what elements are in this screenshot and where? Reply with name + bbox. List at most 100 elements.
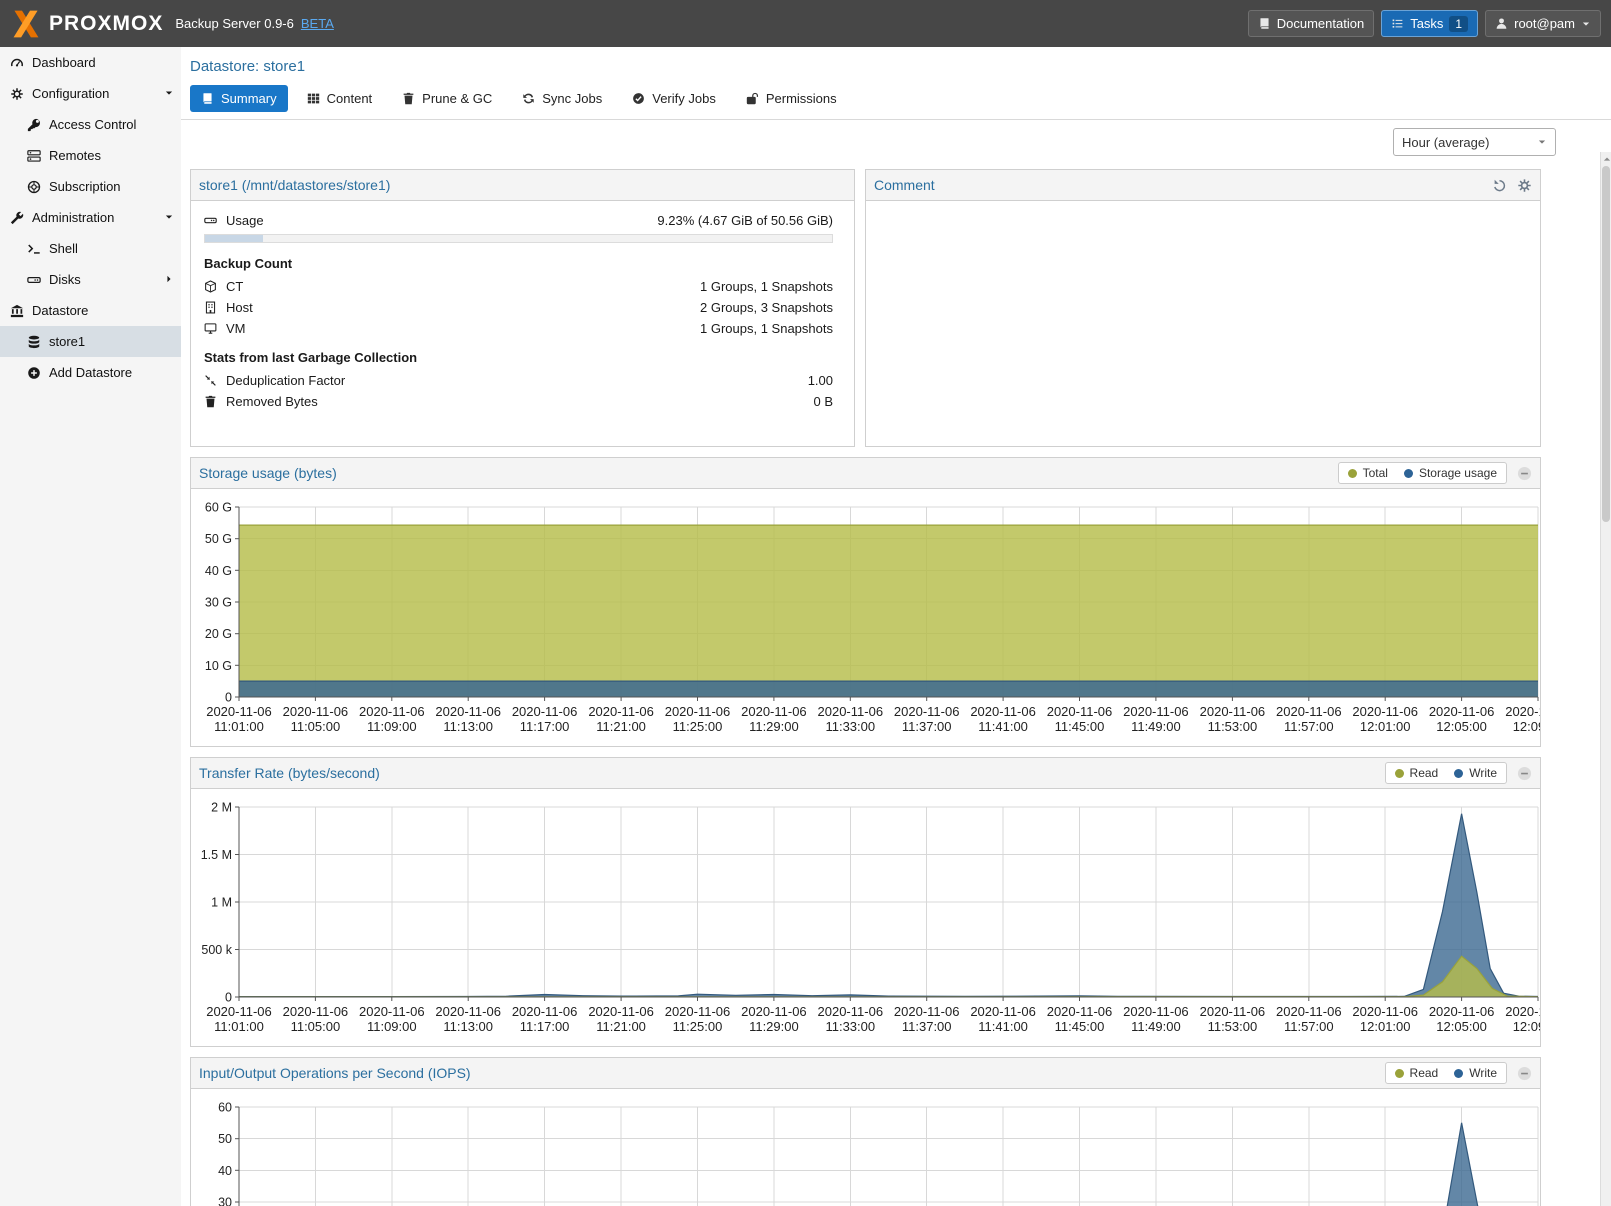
- book-icon: [201, 92, 214, 105]
- tab-label: Verify Jobs: [652, 91, 716, 106]
- svg-text:11:33:00: 11:33:00: [825, 1019, 875, 1034]
- svg-text:11:13:00: 11:13:00: [443, 1019, 493, 1034]
- cube-icon: [204, 280, 217, 293]
- svg-text:11:49:00: 11:49:00: [1131, 719, 1181, 734]
- product-version: Backup Server 0.9-6: [175, 16, 294, 31]
- brand-wordmark: PROXMOX: [49, 11, 164, 35]
- sidebar-item-disks[interactable]: Disks: [0, 264, 181, 295]
- svg-text:2020-11-06: 2020-11-06: [665, 1004, 731, 1019]
- svg-text:2020-11-06: 2020-11-06: [1047, 1004, 1113, 1019]
- usage-row: Usage 9.23% (4.67 GiB of 50.56 GiB): [204, 210, 833, 231]
- legend-label: Write: [1469, 1066, 1497, 1080]
- svg-text:2020-11-06: 2020-11-06: [435, 1004, 501, 1019]
- tab-label: Sync Jobs: [542, 91, 603, 106]
- sidebar-item-subscription[interactable]: Subscription: [0, 171, 181, 202]
- sidebar-item-administration[interactable]: Administration: [0, 202, 181, 233]
- svg-text:30: 30: [218, 1196, 232, 1206]
- tab-verify-jobs[interactable]: Verify Jobs: [621, 85, 727, 112]
- tab-summary[interactable]: Summary: [190, 85, 288, 112]
- sidebar-item-label: store1: [49, 334, 86, 349]
- comment-panel: Comment: [865, 169, 1541, 447]
- chart-legend: Read Write: [1384, 762, 1507, 784]
- svg-text:11:25:00: 11:25:00: [673, 719, 723, 734]
- svg-text:2020-11-06: 2020-11-06: [512, 1004, 578, 1019]
- row-value: 1 Groups, 1 Snapshots: [700, 279, 833, 294]
- svg-text:12:09:00: 12:09:00: [1513, 1019, 1541, 1034]
- gauge-icon: [10, 56, 24, 70]
- row-label: VM: [226, 321, 246, 336]
- svg-text:11:45:00: 11:45:00: [1055, 719, 1105, 734]
- tab-permissions[interactable]: Permissions: [735, 85, 848, 112]
- tab-sync-jobs[interactable]: Sync Jobs: [511, 85, 613, 112]
- user-menu-button[interactable]: root@pam: [1485, 10, 1601, 37]
- svg-text:50: 50: [218, 1132, 232, 1146]
- tasks-button[interactable]: Tasks 1: [1381, 10, 1479, 37]
- svg-text:2020-11-06: 2020-11-06: [283, 704, 349, 719]
- timeframe-value: Hour (average): [1402, 134, 1490, 150]
- sidebar-item-remotes[interactable]: Remotes: [0, 140, 181, 171]
- iops-panel: Input/Output Operations per Second (IOPS…: [190, 1057, 1541, 1206]
- tab-prune-gc[interactable]: Prune & GC: [391, 85, 503, 112]
- panel-title: Comment: [874, 177, 935, 193]
- tab-content[interactable]: Content: [296, 85, 384, 112]
- wrench-icon: [10, 211, 24, 225]
- sidebar-item-configuration[interactable]: Configuration: [0, 78, 181, 109]
- svg-text:2020-11-06: 2020-11-06: [1429, 704, 1495, 719]
- legend-dot: [1394, 1068, 1404, 1078]
- timeframe-select[interactable]: Hour (average): [1393, 128, 1556, 156]
- vertical-scrollbar[interactable]: [1600, 152, 1611, 1206]
- legend-label: Read: [1409, 1066, 1439, 1080]
- collapse-chart-icon[interactable]: [1517, 466, 1532, 481]
- top-header: PROXMOX Backup Server 0.9-6 BETA Documen…: [0, 0, 1611, 47]
- chart-title: Input/Output Operations per Second (IOPS…: [199, 1065, 471, 1081]
- beta-link[interactable]: BETA: [300, 16, 334, 31]
- svg-text:2020-11-06: 2020-11-06: [206, 704, 272, 719]
- chevron-down-icon[interactable]: [164, 88, 174, 98]
- sidebar-item-label: Administration: [32, 210, 115, 225]
- sidebar-item-shell[interactable]: Shell: [0, 233, 181, 264]
- collapse-chart-icon[interactable]: [1517, 766, 1532, 781]
- comment-body[interactable]: [866, 201, 1540, 446]
- chart-title: Transfer Rate (bytes/second): [199, 765, 380, 781]
- trash-icon: [402, 92, 415, 105]
- reload-icon[interactable]: [1492, 178, 1507, 193]
- sidebar-item-dashboard[interactable]: Dashboard: [0, 47, 181, 78]
- svg-text:11:01:00: 11:01:00: [214, 1019, 264, 1034]
- caret-down-icon: [1581, 19, 1591, 29]
- gear-icon[interactable]: [1517, 178, 1532, 193]
- chevron-down-icon[interactable]: [164, 212, 174, 222]
- hdd-icon: [27, 273, 41, 287]
- svg-text:2020-11-06: 2020-11-06: [588, 704, 654, 719]
- main-content: Datastore: store1 Summary Content Prune …: [181, 47, 1611, 1206]
- svg-text:11:45:00: 11:45:00: [1055, 1019, 1105, 1034]
- scroll-up-icon[interactable]: [1602, 154, 1611, 164]
- sidebar-item-add-datastore[interactable]: Add Datastore: [0, 357, 181, 388]
- svg-text:2020-11-06: 2020-11-06: [359, 1004, 425, 1019]
- svg-text:11:41:00: 11:41:00: [978, 1019, 1028, 1034]
- svg-text:500 k: 500 k: [201, 943, 232, 957]
- sidebar-item-datastore[interactable]: Datastore: [0, 295, 181, 326]
- svg-text:2020-11-06: 2020-11-06: [1047, 704, 1113, 719]
- sidebar-item-label: Access Control: [49, 117, 137, 132]
- sidebar-nav: Dashboard Configuration Access Control R…: [0, 47, 181, 1206]
- sidebar-item-store1[interactable]: store1: [0, 326, 181, 357]
- svg-text:11:53:00: 11:53:00: [1208, 1019, 1258, 1034]
- documentation-label: Documentation: [1276, 16, 1365, 31]
- chevron-right-icon[interactable]: [164, 274, 174, 284]
- svg-text:40: 40: [218, 1164, 232, 1178]
- sync-icon: [522, 92, 535, 105]
- sidebar-item-label: Datastore: [32, 303, 89, 318]
- legend-label: Storage usage: [1418, 466, 1497, 480]
- svg-text:50 G: 50 G: [205, 532, 232, 546]
- documentation-button[interactable]: Documentation: [1247, 10, 1375, 37]
- collapse-chart-icon[interactable]: [1517, 1066, 1532, 1081]
- svg-text:1 M: 1 M: [211, 896, 232, 910]
- user-icon: [1495, 17, 1508, 30]
- svg-text:11:37:00: 11:37:00: [902, 719, 952, 734]
- sidebar-item-access-control[interactable]: Access Control: [0, 109, 181, 140]
- terminal-icon: [27, 242, 41, 256]
- svg-text:2020-11-06: 2020-11-06: [359, 704, 425, 719]
- svg-text:11:29:00: 11:29:00: [749, 719, 799, 734]
- scrollbar-thumb[interactable]: [1602, 166, 1610, 522]
- tab-label: Permissions: [765, 91, 837, 106]
